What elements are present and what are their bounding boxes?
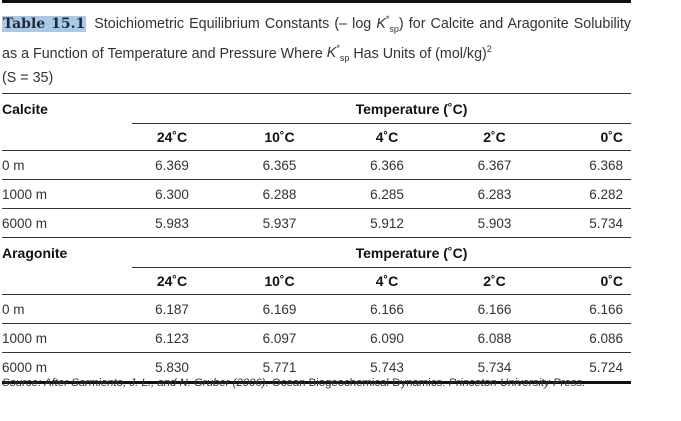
table-row: 6000 m 5.983 5.937 5.912 5.903 5.734	[2, 208, 631, 238]
table-row: 1000 m 6.300 6.288 6.285 6.283 6.282	[2, 179, 631, 209]
table-row: 6000 m 5.830 5.771 5.743 5.734 5.724	[2, 352, 631, 382]
bottom-rule	[2, 381, 631, 385]
cell: 6.285	[347, 179, 427, 209]
table-label: Table 15.1	[2, 15, 87, 32]
col-header: 10˚C	[212, 267, 347, 295]
col-header: 24˚C	[132, 123, 212, 151]
temperature-group-header: Temperature (˚C)	[355, 244, 468, 261]
cell: 6.288	[212, 179, 347, 209]
source-prefix: Source: After Sarmiento, J. L., and N. G…	[2, 377, 269, 389]
top-rule	[2, 0, 631, 3]
source-title: Ocean Biogeochemical Dynamics.	[268, 377, 449, 389]
cell: 6.368	[562, 150, 631, 180]
section-title: Calcite	[2, 101, 48, 117]
col-header: 0˚C	[562, 123, 631, 151]
cell: 6.187	[132, 294, 212, 324]
cell: 6.365	[212, 150, 347, 180]
table-container: Table 15.1 Stoichiometric Equilibrium Con…	[2, 0, 631, 385]
col-header: 0˚C	[562, 267, 631, 295]
data-table: Calcite Temperature (˚C) 24˚C 10˚C 4˚C 2…	[2, 94, 631, 382]
cell: 6.300	[132, 179, 212, 209]
cell: 5.734	[562, 208, 631, 238]
cell: 5.724	[562, 352, 631, 382]
cell: 5.743	[347, 352, 427, 382]
depth-label: 6000 m	[2, 208, 132, 238]
depth-label: 1000 m	[2, 179, 132, 209]
source-note: Source: After Sarmiento, J. L., and N. G…	[2, 375, 631, 391]
cell: 6.166	[427, 294, 562, 324]
col-header: 4˚C	[347, 123, 427, 151]
cell: 5.734	[427, 352, 562, 382]
caption-rule	[2, 93, 631, 95]
table-row: 0 m 6.369 6.365 6.366 6.367 6.368	[2, 150, 631, 180]
column-header-row: 24˚C 10˚C 4˚C 2˚C 0˚C	[2, 123, 631, 151]
salinity-note: (S = 35)	[2, 70, 54, 87]
cell: 6.088	[427, 323, 562, 353]
table-caption: Table 15.1 Stoichiometric Equilibrium Con…	[2, 14, 631, 87]
cell: 5.937	[212, 208, 347, 238]
cell: 6.169	[212, 294, 347, 324]
temperature-group-header: Temperature (˚C)	[355, 100, 468, 117]
cell: 5.903	[427, 208, 562, 238]
col-header: 4˚C	[347, 267, 427, 295]
col-header: 24˚C	[132, 267, 212, 295]
col-header: 2˚C	[427, 267, 562, 295]
cell: 6.369	[132, 150, 212, 180]
cell: 6.282	[562, 179, 631, 209]
col-header: 2˚C	[427, 123, 562, 151]
cell: 6.283	[427, 179, 562, 209]
ksp-symbol: K*sp	[376, 14, 399, 34]
cell: 6.090	[347, 323, 427, 353]
cell: 6.166	[562, 294, 631, 324]
column-header-row: 24˚C 10˚C 4˚C 2˚C 0˚C	[2, 267, 631, 295]
section-header-calcite: Calcite Temperature (˚C)	[2, 94, 631, 124]
section-header-aragonite: Aragonite Temperature (˚C)	[2, 237, 631, 268]
cell: 5.830	[132, 352, 212, 382]
table-row: 1000 m 6.123 6.097 6.090 6.088 6.086	[2, 323, 631, 353]
depth-label: 0 m	[2, 150, 132, 180]
cell: 6.366	[347, 150, 427, 180]
depth-label: 1000 m	[2, 323, 132, 353]
section-title: Aragonite	[2, 245, 68, 261]
cell: 6.166	[347, 294, 427, 324]
cell: 6.367	[427, 150, 562, 180]
table-row: 0 m 6.187 6.169 6.166 6.166 6.166	[2, 294, 631, 324]
cell: 5.912	[347, 208, 427, 238]
cell: 5.771	[212, 352, 347, 382]
cell: 5.983	[132, 208, 212, 238]
cell: 6.123	[132, 323, 212, 353]
depth-label: 6000 m	[2, 352, 132, 382]
source-publisher: Princeton University Press.	[448, 377, 586, 389]
depth-label: 0 m	[2, 294, 132, 324]
cell: 6.097	[212, 323, 347, 353]
ksp-symbol: K*sp	[326, 43, 350, 64]
col-header: 10˚C	[212, 123, 347, 151]
cell: 6.086	[562, 323, 631, 353]
